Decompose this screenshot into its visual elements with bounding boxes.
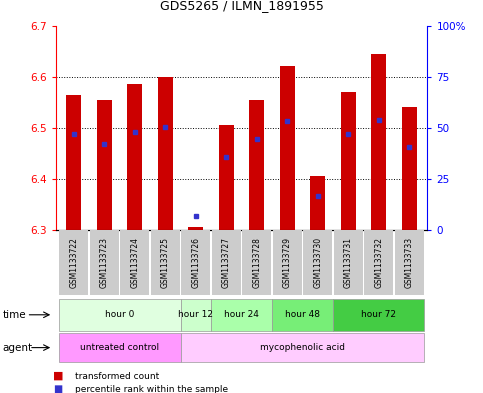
Bar xyxy=(188,227,203,230)
Text: GSM1133724: GSM1133724 xyxy=(130,237,139,288)
Text: GDS5265 / ILMN_1891955: GDS5265 / ILMN_1891955 xyxy=(159,0,324,12)
Text: GSM1133733: GSM1133733 xyxy=(405,237,413,288)
Text: GSM1133727: GSM1133727 xyxy=(222,237,231,288)
Text: GSM1133732: GSM1133732 xyxy=(374,237,383,288)
Bar xyxy=(310,176,326,230)
Text: ■: ■ xyxy=(53,384,63,393)
Bar xyxy=(97,99,112,230)
Text: ■: ■ xyxy=(53,371,63,381)
Bar xyxy=(371,53,386,230)
Text: GSM1133723: GSM1133723 xyxy=(100,237,109,288)
Bar xyxy=(249,99,264,230)
Text: GSM1133730: GSM1133730 xyxy=(313,237,322,288)
Text: GSM1133726: GSM1133726 xyxy=(191,237,200,288)
Bar xyxy=(341,92,356,230)
Text: GSM1133728: GSM1133728 xyxy=(252,237,261,288)
Text: untreated control: untreated control xyxy=(80,343,159,352)
Bar xyxy=(66,94,82,230)
Bar xyxy=(219,125,234,230)
Bar xyxy=(401,107,417,230)
Text: agent: agent xyxy=(2,343,32,353)
Text: GSM1133722: GSM1133722 xyxy=(70,237,78,288)
Text: GSM1133731: GSM1133731 xyxy=(344,237,353,288)
Text: mycophenolic acid: mycophenolic acid xyxy=(260,343,345,352)
Text: hour 24: hour 24 xyxy=(224,310,259,319)
Bar xyxy=(157,77,173,230)
Bar xyxy=(127,84,142,230)
Text: transformed count: transformed count xyxy=(75,372,159,380)
Text: hour 12: hour 12 xyxy=(178,310,213,319)
Text: GSM1133729: GSM1133729 xyxy=(283,237,292,288)
Bar xyxy=(280,66,295,230)
Text: GSM1133725: GSM1133725 xyxy=(161,237,170,288)
Text: percentile rank within the sample: percentile rank within the sample xyxy=(75,385,228,393)
Text: hour 0: hour 0 xyxy=(105,310,134,319)
Text: hour 72: hour 72 xyxy=(361,310,396,319)
Text: time: time xyxy=(2,310,26,320)
Text: hour 48: hour 48 xyxy=(285,310,320,319)
